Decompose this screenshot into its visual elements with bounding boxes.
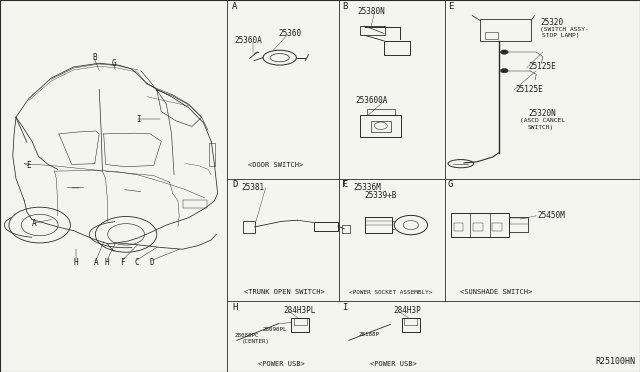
Bar xyxy=(509,217,528,232)
Text: 25336M: 25336M xyxy=(353,183,381,192)
Text: R25100HN: R25100HN xyxy=(595,357,636,366)
Bar xyxy=(294,318,307,325)
Text: I: I xyxy=(342,303,348,312)
Text: 28090PL: 28090PL xyxy=(262,327,287,332)
Text: <DOOR SWITCH>: <DOOR SWITCH> xyxy=(248,162,303,168)
Bar xyxy=(371,121,391,132)
Text: 284H3P: 284H3P xyxy=(394,306,421,315)
Text: (ASCD CANCEL: (ASCD CANCEL xyxy=(520,118,565,124)
Text: <POWER USB>: <POWER USB> xyxy=(370,361,417,367)
Bar xyxy=(454,223,463,231)
Bar xyxy=(451,213,509,237)
Text: B: B xyxy=(342,2,348,11)
Text: C: C xyxy=(342,180,348,189)
Circle shape xyxy=(500,50,508,54)
Bar xyxy=(209,143,215,166)
Text: 25380N: 25380N xyxy=(357,7,385,16)
Text: 25360: 25360 xyxy=(278,29,301,38)
Text: 25320N: 25320N xyxy=(528,109,556,118)
Bar xyxy=(291,318,309,332)
Text: 28188P: 28188P xyxy=(358,332,380,337)
Text: (CENTER): (CENTER) xyxy=(241,339,269,344)
Text: H: H xyxy=(73,258,78,267)
Text: <SUNSHADE SWITCH>: <SUNSHADE SWITCH> xyxy=(460,289,532,295)
Text: A: A xyxy=(31,219,36,228)
Text: A: A xyxy=(232,2,237,11)
Circle shape xyxy=(500,68,508,73)
Bar xyxy=(384,41,410,55)
Bar xyxy=(473,223,483,231)
Text: F: F xyxy=(342,180,348,189)
Bar xyxy=(402,318,420,332)
Text: E: E xyxy=(26,161,31,170)
Text: A: A xyxy=(93,258,99,267)
Text: <TRUNK OPEN SWITCH>: <TRUNK OPEN SWITCH> xyxy=(244,289,325,295)
Text: G: G xyxy=(448,180,453,189)
Text: G: G xyxy=(111,59,116,68)
Bar xyxy=(243,221,255,232)
Bar xyxy=(183,200,207,208)
Text: E: E xyxy=(448,2,453,11)
Bar xyxy=(314,222,338,231)
Bar xyxy=(480,19,531,41)
Text: 25381: 25381 xyxy=(241,183,264,192)
Text: <POWER SOCKET ASSEMBLY>: <POWER SOCKET ASSEMBLY> xyxy=(349,289,432,295)
Text: I: I xyxy=(136,115,141,124)
Text: <POWER USB>: <POWER USB> xyxy=(258,361,305,367)
Bar xyxy=(485,32,498,39)
Text: 25450M: 25450M xyxy=(538,211,565,220)
Text: 28088PC: 28088PC xyxy=(235,333,259,338)
Text: C: C xyxy=(134,258,139,267)
Text: 25360A: 25360A xyxy=(235,36,262,45)
Bar xyxy=(367,109,395,115)
Text: D: D xyxy=(149,258,154,267)
Text: SWITCH): SWITCH) xyxy=(528,125,554,130)
Bar xyxy=(360,115,401,137)
Text: B: B xyxy=(92,53,97,62)
Text: 25320: 25320 xyxy=(541,18,564,27)
Bar xyxy=(492,223,502,231)
Bar xyxy=(360,26,385,35)
Text: H: H xyxy=(104,258,109,267)
Text: 253600A: 253600A xyxy=(355,96,388,105)
Text: H: H xyxy=(232,303,237,312)
Text: 25125E: 25125E xyxy=(515,85,543,94)
Text: 25125E: 25125E xyxy=(528,62,556,71)
Bar xyxy=(342,225,350,232)
Text: (SWITCH ASSY-: (SWITCH ASSY- xyxy=(540,26,588,32)
Bar xyxy=(365,217,392,233)
Text: D: D xyxy=(232,180,237,189)
Text: STOP LAMP): STOP LAMP) xyxy=(542,33,580,38)
Text: 284H3PL: 284H3PL xyxy=(284,306,316,315)
Text: 25339+B: 25339+B xyxy=(365,191,397,200)
Text: F: F xyxy=(120,258,125,267)
Bar xyxy=(404,318,417,325)
